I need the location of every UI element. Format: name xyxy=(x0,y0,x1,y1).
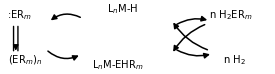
Text: n H$_2$: n H$_2$ xyxy=(223,53,246,67)
Text: :ER$_m$: :ER$_m$ xyxy=(7,8,32,22)
Text: L$_n$M-EHR$_m$: L$_n$M-EHR$_m$ xyxy=(92,58,144,72)
Text: L$_n$M-H: L$_n$M-H xyxy=(107,2,138,16)
Text: (ER$_m$)$_n$: (ER$_m$)$_n$ xyxy=(8,53,43,67)
Text: n H$_2$ER$_m$: n H$_2$ER$_m$ xyxy=(209,8,252,22)
